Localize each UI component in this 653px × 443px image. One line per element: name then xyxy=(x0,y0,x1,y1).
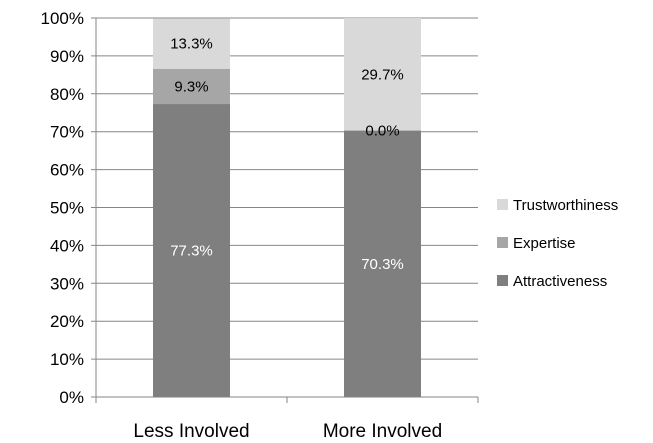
y-tick-label: 100% xyxy=(41,9,84,28)
legend-swatch-attractiveness xyxy=(497,275,508,286)
y-tick-label: 40% xyxy=(50,236,84,255)
data-label-trustworthiness-2: 29.7% xyxy=(361,66,404,83)
bar-expertise-1 xyxy=(153,68,230,105)
y-tick-label: 30% xyxy=(50,274,84,293)
legend-swatch-trustworthiness xyxy=(497,199,508,210)
x-category-label: More Involved xyxy=(323,421,442,442)
bar-attractiveness-2 xyxy=(344,130,421,398)
legend-swatch-expertise xyxy=(497,237,508,248)
legend-label-expertise: Expertise xyxy=(513,235,576,252)
y-tick-label: 0% xyxy=(59,388,84,407)
data-label-attractiveness-2: 70.3% xyxy=(361,256,404,273)
data-label-attractiveness-1: 77.3% xyxy=(170,243,213,260)
bar-trustworthiness-1 xyxy=(153,18,230,69)
bars xyxy=(153,18,421,398)
y-tick-label: 10% xyxy=(50,350,84,369)
legend-label-trustworthiness: Trustworthiness xyxy=(513,197,618,214)
data-labels: 77.3% 9.3% 13.3% 70.3% 0.0% 29.7% xyxy=(170,36,404,273)
legend: Trustworthiness Expertise Attractiveness xyxy=(497,197,618,290)
data-label-expertise-1: 9.3% xyxy=(174,78,208,95)
legend-label-attractiveness: Attractiveness xyxy=(513,273,607,290)
y-tick-label: 50% xyxy=(50,199,84,218)
y-tick-label: 80% xyxy=(50,85,84,104)
y-tick-label: 70% xyxy=(50,123,84,142)
bar-attractiveness-1 xyxy=(153,104,230,398)
x-category-label: Less Involved xyxy=(133,421,249,442)
y-tick-label: 90% xyxy=(50,47,84,66)
y-tick-label: 60% xyxy=(50,161,84,180)
y-tick-label: 20% xyxy=(50,312,84,331)
bar-trustworthiness-2 xyxy=(344,18,421,131)
data-label-expertise-2: 0.0% xyxy=(365,123,399,140)
data-label-trustworthiness-1: 13.3% xyxy=(170,36,213,53)
axes: 0% 10% 20% 30% 40% 50% 60% 70% 80% 90% 100% Less In… xyxy=(41,9,479,442)
